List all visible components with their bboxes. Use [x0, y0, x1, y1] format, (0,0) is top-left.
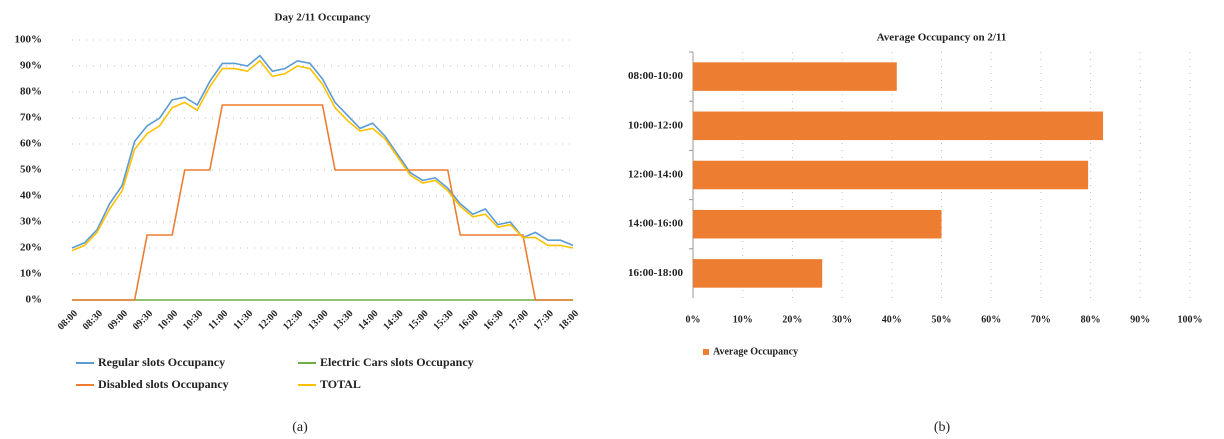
x-tick-label: 13:00 — [306, 308, 330, 332]
y-tick-label: 90% — [20, 60, 42, 72]
x-tick-label: 60% — [981, 314, 1001, 325]
x-tick-label: 40% — [882, 314, 902, 325]
line-series — [72, 104, 573, 301]
x-tick-label: 70% — [1031, 314, 1051, 325]
legend-label: TOTAL — [320, 377, 361, 391]
x-tick-label: 10% — [733, 314, 753, 325]
y-tick-label: 100% — [15, 34, 43, 46]
y-tick-label: 40% — [20, 190, 42, 202]
y-tick-label: 30% — [20, 216, 42, 228]
y-tick-label: 12:00-14:00 — [628, 169, 683, 181]
x-tick-label: 16:30 — [482, 308, 506, 332]
x-tick-label: 08:30 — [81, 308, 105, 332]
bar — [693, 259, 823, 288]
x-tick-label: 08:00 — [56, 308, 80, 332]
y-tick-label: 10% — [20, 268, 42, 280]
legend-swatch — [703, 349, 709, 355]
x-tick-label: 10:30 — [181, 308, 205, 332]
x-tick-label: 0% — [686, 314, 701, 325]
caption: (a) — [292, 420, 308, 435]
x-tick-label: 17:30 — [532, 308, 556, 332]
x-tick-label: 15:30 — [431, 308, 455, 332]
x-tick-label: 11:00 — [206, 308, 230, 332]
legend-label: Regular slots Occupancy — [98, 355, 225, 369]
x-tick-label: 16:00 — [457, 308, 481, 332]
x-tick-label: 14:30 — [381, 308, 405, 332]
x-tick-label: 13:30 — [331, 308, 355, 332]
y-tick-label: 80% — [20, 86, 42, 98]
x-tick-label: 18:00 — [557, 308, 581, 332]
chart-title: Average Occupancy on 2/11 — [877, 32, 1007, 44]
bar — [693, 160, 1089, 190]
x-tick-label: 90% — [1130, 314, 1150, 325]
legend-label: Average Occupancy — [713, 346, 798, 357]
y-tick-label: 60% — [20, 138, 42, 150]
bar — [693, 111, 1104, 141]
x-tick-label: 10:00 — [156, 308, 180, 332]
x-tick-label: 12:00 — [256, 308, 280, 332]
x-tick-label: 11:30 — [231, 308, 255, 332]
x-tick-label: 09:30 — [131, 308, 155, 332]
legend-label: Disabled slots Occupancy — [98, 377, 229, 391]
x-tick-label: 14:00 — [356, 308, 380, 332]
y-tick-label: 0% — [26, 294, 43, 306]
line-series — [71, 59, 574, 252]
y-tick-label: 20% — [20, 242, 42, 254]
x-tick-label: 12:30 — [281, 308, 305, 332]
caption: (b) — [934, 420, 951, 435]
x-tick-label: 09:00 — [106, 308, 130, 332]
bar — [693, 62, 897, 91]
x-tick-label: 100% — [1178, 314, 1203, 325]
chart-title: Day 2/11 Occupancy — [275, 12, 371, 24]
x-tick-label: 80% — [1081, 314, 1101, 325]
x-tick-label: 17:00 — [507, 308, 531, 332]
bar — [693, 209, 942, 239]
x-tick-label: 15:00 — [406, 308, 430, 332]
x-tick-label: 20% — [782, 314, 802, 325]
y-tick-label: 50% — [20, 164, 42, 176]
y-tick-label: 08:00-10:00 — [628, 70, 683, 82]
y-tick-label: 70% — [20, 112, 42, 124]
legend-label: Electric Cars slots Occupancy — [320, 355, 474, 369]
y-tick-label: 14:00-16:00 — [628, 218, 683, 230]
x-tick-label: 30% — [832, 314, 852, 325]
x-tick-label: 50% — [932, 314, 952, 325]
y-tick-label: 16:00-18:00 — [628, 267, 683, 279]
line-series — [71, 54, 574, 249]
y-tick-label: 10:00-12:00 — [628, 119, 683, 131]
